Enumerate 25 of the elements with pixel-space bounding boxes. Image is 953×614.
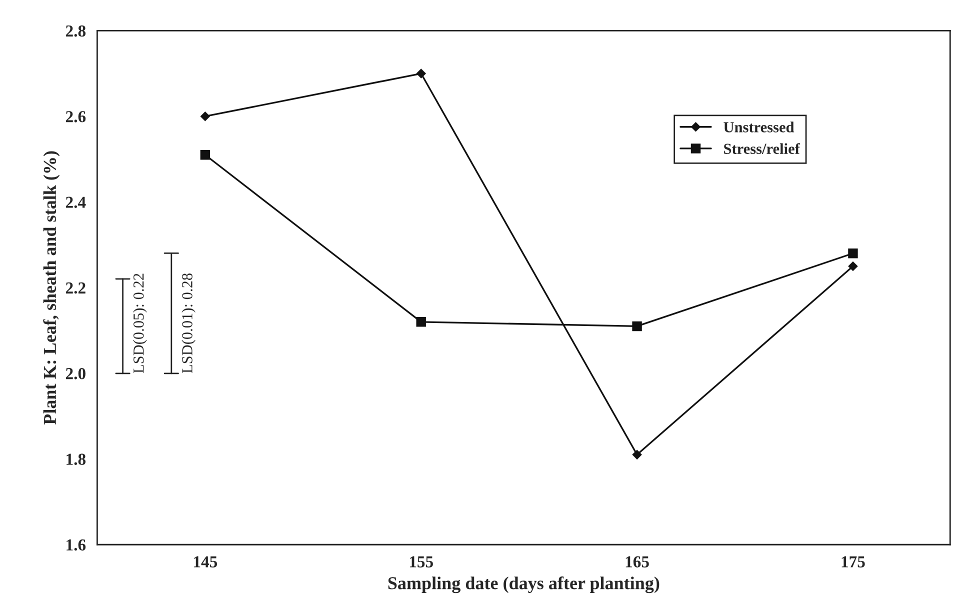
legend-label: Stress/relief [724, 143, 800, 154]
y-axis-title: Plant K: Leaf, sheath and stalk (%) [43, 151, 60, 425]
annotation: LSD(0.01): 0.28 [182, 273, 196, 374]
point [416, 317, 426, 327]
x-tick-label: 175 [842, 556, 865, 568]
point [200, 112, 210, 121]
y-tick-label: 2.0 [66, 368, 86, 380]
y-tick-label: 1.6 [66, 539, 86, 551]
x-tick-label: 145 [194, 556, 218, 568]
y-tick-label: 1.8 [66, 454, 86, 465]
annotation: LSD(0.05): 0.22 [133, 274, 147, 374]
x-tick-label: 155 [410, 556, 433, 568]
point [200, 150, 210, 160]
y-tick-label: 2.8 [66, 25, 86, 37]
x-tick-label: 165 [626, 556, 649, 568]
y-tick-label: 2.2 [66, 282, 86, 294]
x-axis-title: Sampling date (days after planting) [388, 576, 660, 594]
y-tick-label: 2.6 [66, 111, 86, 122]
point [416, 68, 426, 78]
point [848, 248, 858, 258]
point [632, 321, 642, 332]
legend-label: Unstressed [724, 122, 794, 132]
y-tick-label: 2.4 [66, 196, 86, 208]
point [848, 262, 858, 271]
point [632, 450, 642, 460]
